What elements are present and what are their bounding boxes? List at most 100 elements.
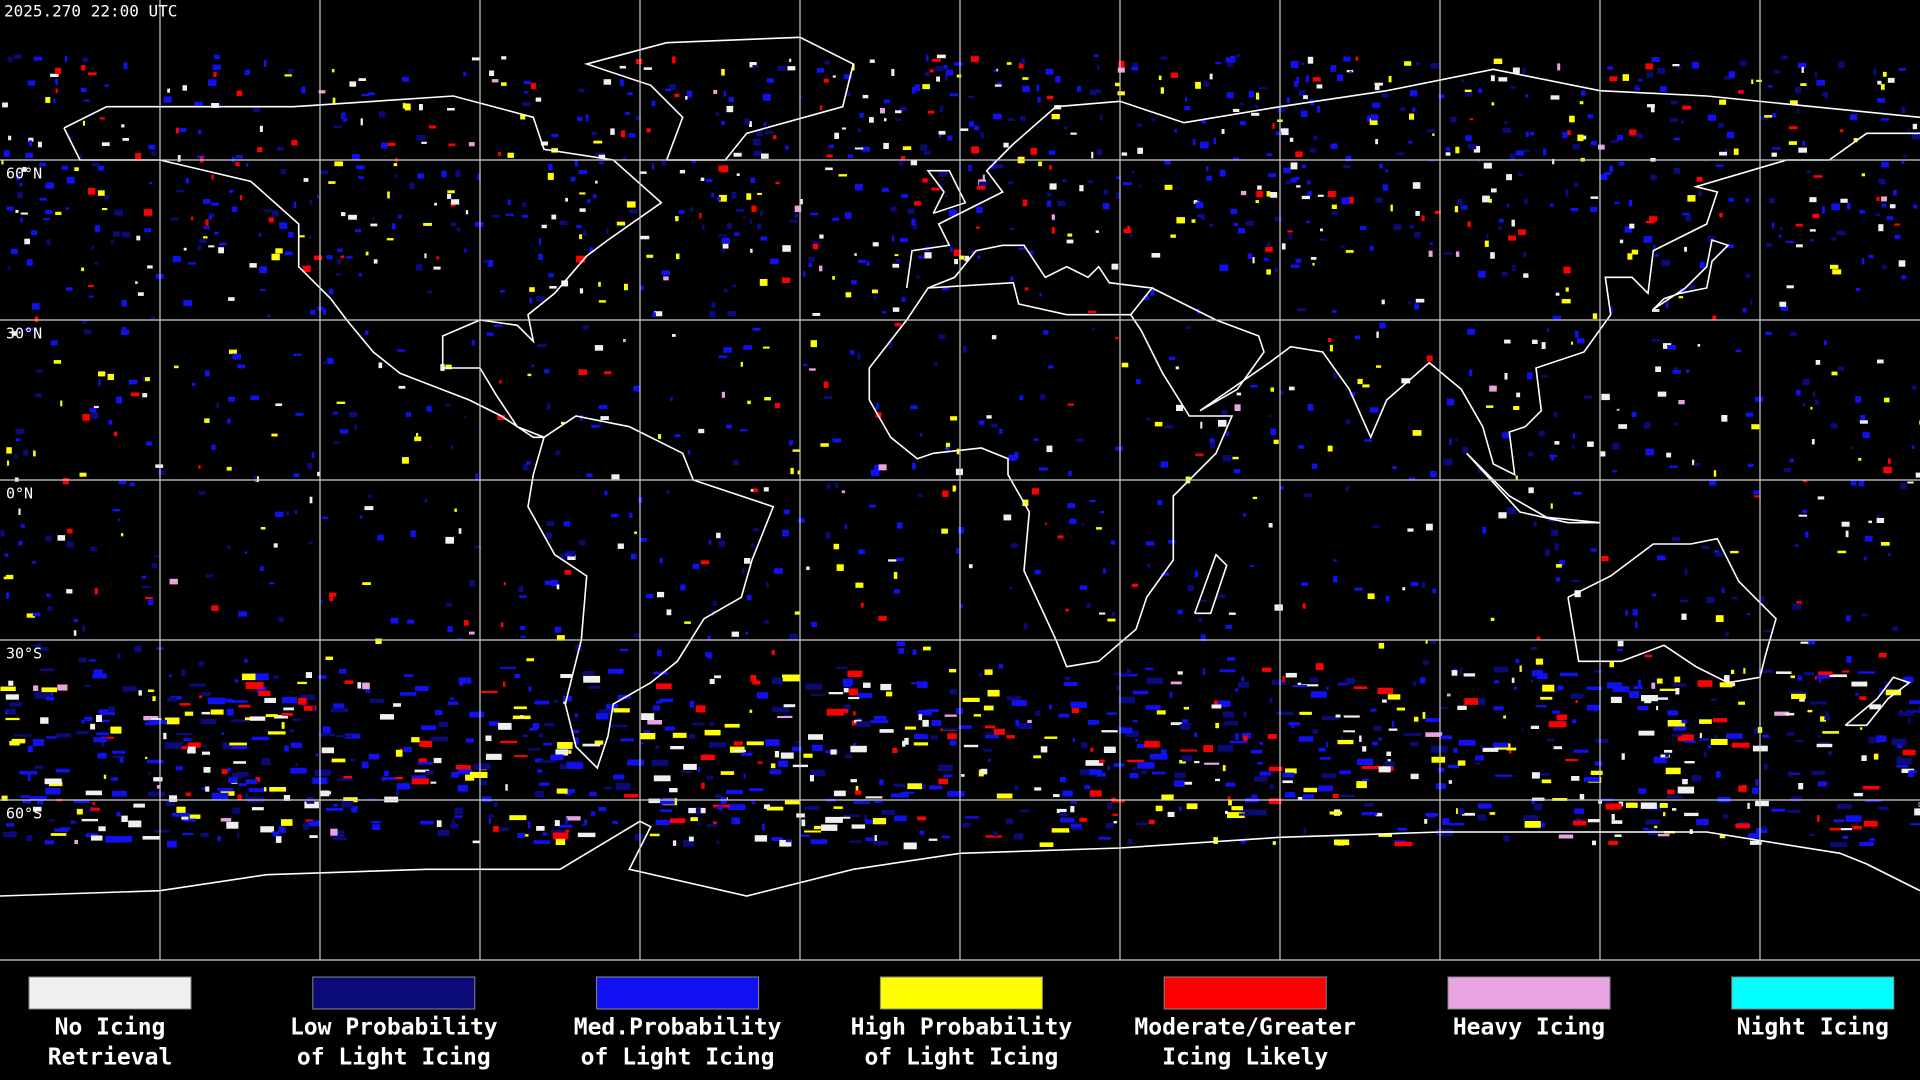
icing-pixel	[691, 722, 705, 726]
latitude-label: 0°N	[6, 485, 33, 503]
icing-pixel	[279, 222, 288, 229]
icing-pixel	[855, 582, 864, 588]
icing-pixel	[1469, 118, 1474, 121]
icing-pixel	[284, 251, 293, 256]
icing-pixel	[1280, 486, 1284, 490]
icing-pixel	[1379, 163, 1383, 169]
icing-pixel	[1678, 296, 1684, 299]
icing-pixel	[564, 553, 571, 557]
icing-pixel	[1807, 709, 1813, 713]
icing-pixel	[1862, 432, 1870, 439]
icing-pixel	[810, 212, 819, 216]
icing-pixel	[309, 199, 313, 205]
icing-pixel	[1474, 762, 1481, 765]
icing-pixel	[1699, 732, 1702, 738]
icing-pixel	[1111, 797, 1116, 800]
icing-pixel	[712, 821, 717, 824]
icing-pixel	[752, 65, 759, 68]
icing-pixel	[135, 153, 142, 160]
icing-pixel	[25, 152, 33, 159]
icing-pixel	[1527, 451, 1534, 457]
icing-pixel	[112, 755, 126, 758]
icing-pixel	[1120, 673, 1138, 677]
icing-pixel	[238, 771, 249, 777]
icing-pixel	[1553, 746, 1563, 750]
icing-pixel	[1462, 446, 1468, 454]
icing-pixel	[764, 397, 771, 401]
icing-pixel	[1030, 251, 1034, 258]
icing-pixel	[211, 174, 214, 180]
icing-pixel	[1430, 641, 1436, 645]
icing-pixel	[1039, 292, 1042, 297]
icing-pixel	[1607, 66, 1613, 70]
icing-pixel	[45, 210, 53, 215]
icing-pixel	[534, 700, 550, 705]
icing-pixel	[454, 508, 457, 512]
icing-pixel	[771, 650, 775, 655]
icing-pixel	[1788, 126, 1798, 130]
icing-pixel	[520, 636, 526, 639]
icing-pixel	[669, 788, 678, 793]
icing-pixel	[556, 555, 563, 558]
icing-pixel	[1402, 587, 1406, 591]
icing-pixel	[721, 165, 729, 173]
icing-pixel	[1345, 677, 1355, 685]
icing-pixel	[1287, 230, 1293, 233]
icing-pixel	[646, 254, 654, 258]
icing-pixel	[184, 711, 194, 716]
icing-pixel	[1463, 673, 1476, 677]
icing-pixel	[858, 128, 861, 132]
icing-pixel	[64, 56, 68, 63]
icing-pixel	[92, 162, 100, 167]
icing-pixel	[865, 837, 874, 842]
icing-pixel	[660, 798, 675, 805]
icing-pixel	[555, 450, 561, 455]
icing-pixel	[918, 494, 923, 498]
icing-pixel	[1387, 759, 1391, 762]
icing-pixel	[1129, 772, 1139, 779]
icing-pixel	[1209, 438, 1215, 444]
icing-pixel	[1270, 387, 1274, 392]
icing-pixel	[1409, 90, 1418, 97]
icing-pixel	[330, 828, 338, 836]
icing-pixel	[88, 295, 94, 298]
icing-pixel	[328, 288, 334, 295]
icing-pixel	[579, 88, 585, 93]
icing-pixel	[344, 680, 354, 684]
icing-pixel	[1841, 521, 1850, 527]
icing-pixel	[993, 831, 998, 837]
icing-pixel	[317, 471, 321, 477]
icing-pixel	[275, 511, 284, 517]
icing-pixel	[912, 649, 917, 655]
icing-pixel	[801, 819, 806, 827]
icing-pixel	[265, 714, 278, 717]
icing-pixel	[1321, 716, 1339, 721]
icing-pixel	[672, 56, 676, 64]
icing-pixel	[1221, 129, 1225, 134]
icing-pixel	[452, 818, 455, 825]
icing-pixel	[820, 443, 829, 447]
icing-pixel	[1090, 747, 1094, 752]
icing-pixel	[1200, 599, 1208, 602]
icing-pixel	[1837, 366, 1845, 371]
icing-pixel	[1102, 203, 1110, 210]
icing-pixel	[1493, 666, 1509, 673]
icing-pixel	[803, 363, 808, 366]
icing-pixel	[154, 830, 170, 833]
icing-pixel	[1030, 148, 1037, 155]
icing-pixel	[459, 679, 464, 686]
icing-pixel	[700, 754, 715, 760]
icing-pixel	[50, 690, 54, 696]
icing-pixel	[1525, 94, 1529, 98]
icing-pixel	[1795, 86, 1801, 94]
icing-pixel	[1255, 200, 1259, 203]
icing-pixel	[1204, 762, 1220, 765]
icing-pixel	[1234, 404, 1241, 411]
icing-pixel	[1909, 700, 1920, 704]
icing-pixel	[721, 120, 725, 126]
icing-pixel	[770, 258, 779, 264]
icing-pixel	[1681, 719, 1688, 724]
icing-pixel	[1779, 301, 1787, 307]
icing-pixel	[929, 785, 943, 790]
icing-pixel	[1053, 794, 1060, 798]
